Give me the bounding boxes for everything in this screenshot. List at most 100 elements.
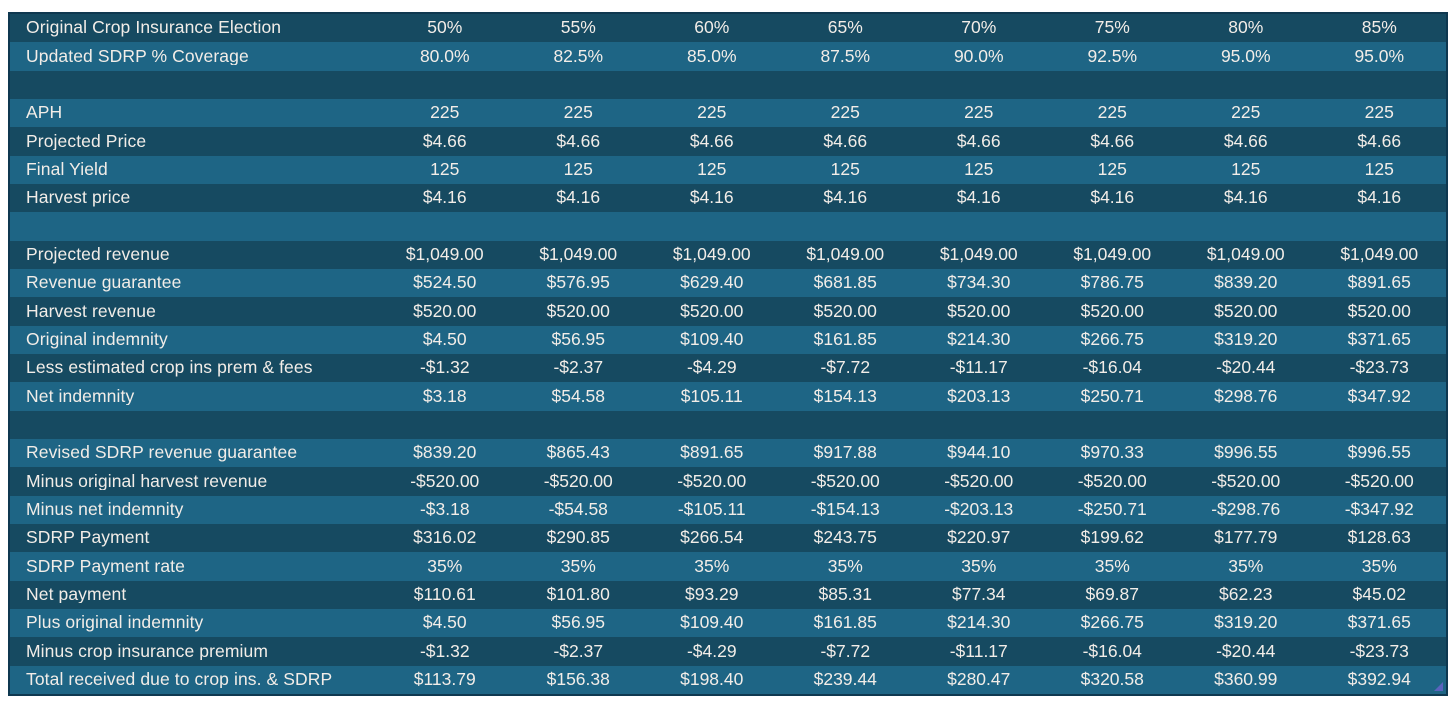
cell-value: $681.85	[813, 274, 877, 292]
cell-value: $198.40	[680, 670, 744, 689]
cell-value: $1,049.00	[539, 246, 618, 264]
cell-value: -$154.13	[810, 500, 880, 519]
cell-value: $177.79	[1214, 529, 1278, 547]
table-row: Projected revenue $1,049.00 $1,049.00 $1,04…	[10, 240, 1446, 269]
cell-value: 55%	[560, 19, 596, 37]
cell-value: 92.5%	[1087, 47, 1138, 66]
cell-value: -$11.17	[949, 359, 1008, 377]
cell-value: -$7.72	[820, 359, 871, 377]
row-label: Minus crop insurance premium	[26, 642, 269, 661]
cell-value: $520.00	[546, 302, 610, 321]
cell-value: $520.00	[413, 302, 477, 321]
cell-value: $239.44	[813, 670, 877, 689]
cell-value: $891.65	[1347, 274, 1411, 292]
cell-value: 95.0%	[1220, 47, 1271, 66]
cell-value: 85.0%	[686, 47, 737, 66]
cell-value: 95.0%	[1354, 47, 1405, 66]
cell-value: -$23.73	[1349, 642, 1409, 661]
cell-value: $243.75	[813, 529, 877, 547]
table-row: Minus original harvest revenue -$520.00 -$…	[10, 467, 1446, 496]
cell-value: -$20.44	[1216, 359, 1276, 377]
row-label: Net indemnity	[26, 387, 135, 406]
cell-value: 125	[697, 161, 727, 179]
cell-value: -$2.37	[553, 642, 604, 661]
spacer-row	[10, 410, 1446, 439]
cell-value: 225	[830, 104, 860, 122]
cell-value: -$20.44	[1216, 642, 1276, 661]
cell-value: $996.55	[1214, 444, 1278, 462]
cell-value: $199.62	[1080, 529, 1144, 547]
cell-value: -$11.17	[949, 642, 1008, 661]
row-label: Updated SDRP % Coverage	[26, 47, 249, 66]
row-label: Less estimated crop ins prem & fees	[26, 359, 313, 377]
cell-value: $101.80	[546, 585, 610, 604]
spacer-row	[10, 70, 1446, 99]
cell-value: 125	[830, 161, 860, 179]
cell-value: $161.85	[813, 331, 877, 349]
cell-value: -$520.00	[1211, 472, 1281, 491]
sdrp-crop-insurance-table: Original Crop Insurance Election 50% 55% 60…	[8, 12, 1448, 696]
cell-value: -$1.32	[419, 642, 470, 661]
cell-value: $220.97	[947, 529, 1011, 547]
cell-value: $316.02	[413, 529, 477, 547]
row-label: Revised SDRP revenue guarantee	[26, 444, 298, 462]
cell-value: 35%	[1361, 557, 1397, 576]
cell-value: -$520.00	[410, 472, 480, 491]
cell-value: $970.33	[1080, 444, 1144, 462]
cell-value: -$2.37	[553, 359, 604, 377]
row-label: Projected Price	[26, 132, 147, 151]
cell-value: $4.66	[1357, 132, 1402, 151]
cell-value: 225	[430, 104, 460, 122]
cell-value: 75%	[1094, 19, 1130, 37]
cell-value: $69.87	[1085, 585, 1140, 604]
cell-value: $45.02	[1352, 585, 1407, 604]
cell-value: $4.16	[823, 189, 868, 207]
cell-value: -$520.00	[543, 472, 613, 491]
cell-value: $203.13	[947, 387, 1011, 406]
cell-value: $4.16	[1357, 189, 1402, 207]
cell-value: $371.65	[1347, 331, 1411, 349]
cell-value: -$520.00	[1344, 472, 1414, 491]
row-label: APH	[26, 104, 63, 122]
table-row: Original indemnity $4.50 $56.95 $109.40 $161…	[10, 325, 1446, 354]
cell-value: $250.71	[1080, 387, 1144, 406]
row-label: Original indemnity	[26, 331, 168, 349]
cell-value: $266.75	[1080, 614, 1144, 632]
cell-value: $520.00	[1347, 302, 1411, 321]
row-label: Net payment	[26, 585, 127, 604]
cell-value: 35%	[1094, 557, 1130, 576]
cell-value: $392.94	[1347, 670, 1411, 689]
cell-value: $360.99	[1214, 670, 1278, 689]
cell-value: $266.54	[680, 529, 744, 547]
cell-value: $3.18	[422, 387, 467, 406]
row-label: Total received due to crop ins. & SDRP	[26, 670, 333, 689]
cell-value: $4.50	[422, 614, 467, 632]
cell-value: -$520.00	[810, 472, 880, 491]
cell-value: 80.0%	[419, 47, 470, 66]
cell-value: -$4.29	[686, 359, 737, 377]
cell-value: -$520.00	[677, 472, 747, 491]
cell-value: $128.63	[1347, 529, 1411, 547]
cell-value: $4.16	[1223, 189, 1268, 207]
table-row: Revised SDRP revenue guarantee $839.20 $86…	[10, 438, 1446, 468]
cell-value: 87.5%	[820, 47, 871, 66]
cell-value: 125	[430, 161, 460, 179]
cell-value: -$4.29	[686, 642, 737, 661]
cell-value: 85%	[1361, 19, 1397, 37]
table-row: Total received due to crop ins. & SDRP $1…	[10, 665, 1446, 694]
table-row: Minus crop insurance premium -$1.32 -$2.37…	[10, 637, 1446, 666]
cell-value: $520.00	[1214, 302, 1278, 321]
cell-value: 70%	[961, 19, 997, 37]
cell-value: $105.11	[680, 387, 743, 406]
cell-value: 35%	[560, 557, 596, 576]
row-label: Minus original harvest revenue	[26, 472, 268, 491]
cell-value: $154.13	[813, 387, 877, 406]
row-label: Harvest price	[26, 189, 131, 207]
cell-value: $54.58	[551, 387, 606, 406]
table-row: Projected Price $4.66 $4.66 $4.66 $4.66 $4.66…	[10, 127, 1446, 156]
spreadsheet-fill-handle	[1434, 682, 1443, 691]
cell-value: $1,049.00	[672, 246, 751, 264]
cell-value: $161.85	[813, 614, 877, 632]
cell-value: $77.34	[951, 585, 1006, 604]
cell-value: $520.00	[813, 302, 877, 321]
